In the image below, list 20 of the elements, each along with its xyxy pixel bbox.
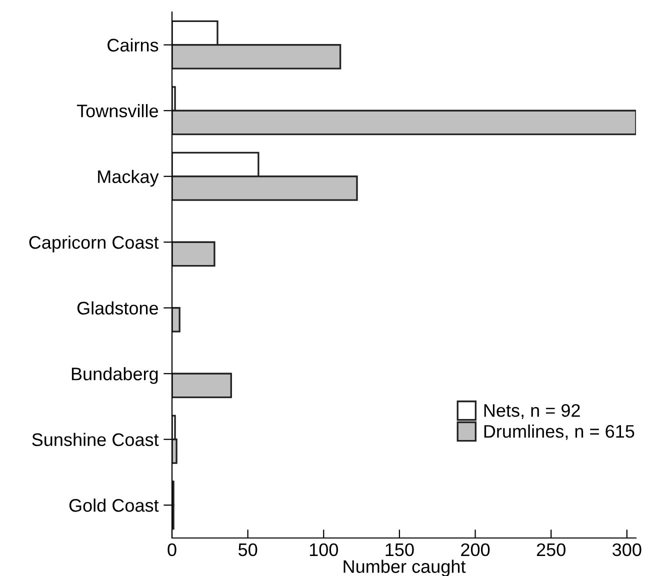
bar [172,241,216,267]
y-tick-label: Mackay [98,170,159,187]
x-tick-label: 250 [536,543,566,556]
x-tick-label: 300 [612,543,642,556]
y-tick-label: Gold Coast [69,498,159,512]
y-tick-label: Townsville [76,104,158,118]
legend-label: Nets, n = 92 [484,404,580,420]
x-tick-label: 100 [310,543,338,556]
x-tick-label: 150 [386,543,414,556]
bar [172,307,180,332]
legend-label: Drumlines, n = 615 [484,424,634,440]
x-tick-label: 50 [238,543,258,556]
y-tick-label: Sunshine Coast [32,432,159,446]
x-tick-label: 0 [168,543,176,556]
x-tick-label: 200 [461,543,490,556]
y-tick-label: Cairns [108,38,158,52]
y-tick-label: Gladstone [77,301,158,315]
bar [172,372,232,398]
y-tick-label: Capricorn Coast [29,236,159,252]
y-tick-label: Bundaberg [72,367,158,384]
